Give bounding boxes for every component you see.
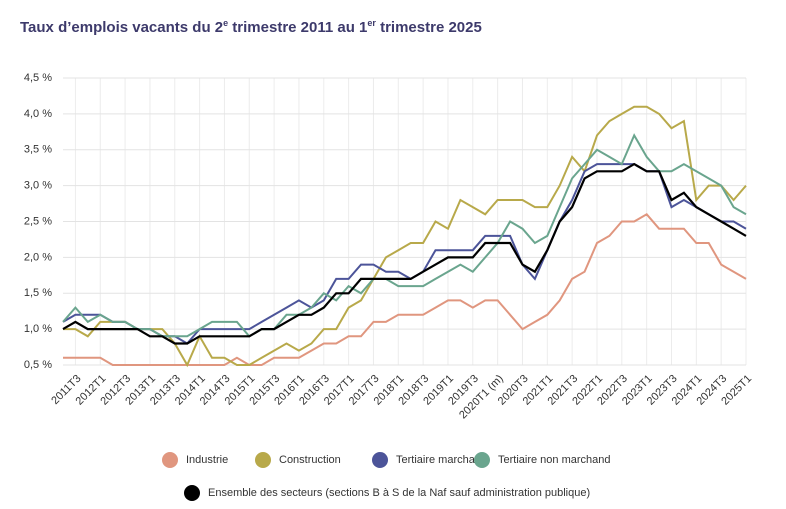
legend-swatch <box>184 485 200 501</box>
title-sup: er <box>367 18 376 28</box>
y-tick-label: 1,0 % <box>24 323 52 335</box>
legend-label: Construction <box>279 454 341 466</box>
y-tick-label: 4,0 % <box>24 108 52 120</box>
series-line <box>62 133 747 338</box>
title-part: Taux d’emplois vacants du 2 <box>20 19 224 36</box>
y-tick-label: 3,0 % <box>24 180 52 192</box>
y-tick-label: 3,5 % <box>24 144 52 156</box>
legend-swatch <box>255 452 271 468</box>
series-line <box>62 163 747 345</box>
y-tick-label: 0,5 % <box>24 359 52 371</box>
legend-swatch <box>474 452 490 468</box>
legend-label: Industrie <box>186 454 228 466</box>
legend-label: Tertiaire non marchand <box>498 454 611 466</box>
legend-label: Tertiaire marchand <box>396 454 487 466</box>
y-tick-label: 2,5 % <box>24 215 52 227</box>
series-line <box>63 105 747 368</box>
title-sup: e <box>223 18 229 28</box>
legend-label: Ensemble des secteurs (sections B à S de… <box>208 487 590 499</box>
series-line <box>62 162 747 345</box>
legend-swatch <box>162 452 178 468</box>
chart-title: Taux d’emplois vacants du 2e trimestre 2… <box>20 18 482 36</box>
y-tick-label: 1,5 % <box>24 287 52 299</box>
title-part: trimestre 2011 au 1 <box>228 19 368 36</box>
y-tick-label: 4,5 % <box>24 72 52 84</box>
y-tick-label: 2,0 % <box>24 251 52 263</box>
title-part: trimestre 2025 <box>375 19 482 36</box>
legend-swatch <box>372 452 388 468</box>
series-line <box>63 213 747 366</box>
